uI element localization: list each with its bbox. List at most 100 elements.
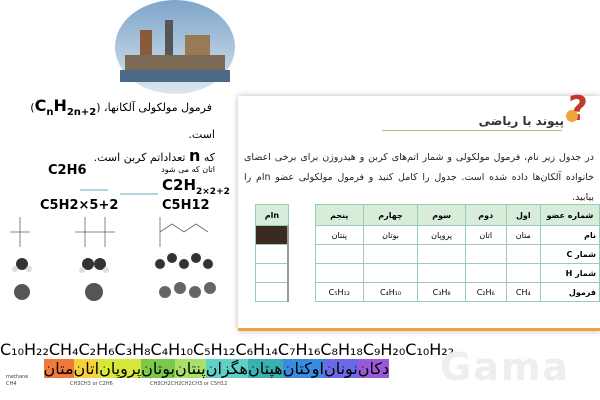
brace-column	[288, 204, 316, 226]
table-cell	[464, 263, 507, 283]
name-arrow: اوکتان	[282, 359, 324, 378]
formula-cell: C₂H₆	[78, 340, 115, 359]
alkane-table: شماره عضو اول دوم سوم چهارم پنجم nام نام متان اتا…	[255, 204, 600, 302]
table-cell: CH₄	[505, 282, 542, 302]
name-arrow: متان	[43, 359, 74, 378]
table-row: شمار C	[255, 244, 600, 264]
ethane-note: اتان که می شود	[161, 165, 215, 174]
header-cell: چهارم	[362, 204, 419, 226]
header-cell: سوم	[417, 204, 466, 226]
formula-cell: C₁₀H₂₂	[0, 340, 49, 359]
row-label: شمار H	[540, 263, 600, 283]
ethane-formula: C2H6	[48, 163, 87, 178]
content-panel: ? پیوند با ریاضی در جدول زیر نام، فرمول …	[238, 90, 600, 331]
brace-column	[287, 225, 316, 245]
formula-row: C₁₀H₂₂ CH₄ C₂H₆ C₃H₈ C₄H₁₀ C₅H₁₂ C₆H₁₄ C₇H₁₆ C₈H…	[0, 340, 454, 359]
caption-formula: CH3CH2CH2CH2CH3 or C5H12	[150, 381, 228, 387]
panel-title: پیوند با ریاضی	[478, 114, 564, 128]
oil-rig-photo	[115, 0, 235, 94]
table-cell: پنتان	[314, 225, 364, 245]
table-cell: C₂H₆	[464, 282, 507, 302]
row-label: نام	[540, 225, 600, 245]
formula-cell: CH₄	[48, 340, 79, 359]
pentane-formula: C5H12	[162, 198, 210, 213]
caption-name: methane	[6, 374, 29, 380]
ethane-general-base: C2H	[162, 176, 196, 194]
brace-column	[287, 263, 316, 283]
header-cell: شماره عضو	[540, 204, 600, 226]
line3b: تعداداتم کربن است.	[93, 151, 186, 164]
formula-cell: C₈H₁₈	[320, 340, 363, 359]
table-cell: اتان	[464, 225, 507, 245]
strip-lead	[0, 359, 44, 378]
header-cell: دوم	[464, 204, 507, 226]
table-cell	[314, 244, 364, 264]
intro-line: فرمول مولکولی آلکانها، (CnH2n+2)	[30, 96, 212, 118]
intro-text: فرمول مولکولی آلکانها، (	[96, 101, 212, 114]
question-icon: ?	[566, 90, 588, 129]
table-row: فرمول CH₄ C₂H₆ C₃H₈ C₄H₁₀ C₅H₁₂	[255, 282, 600, 302]
close-paren: )	[30, 101, 35, 114]
table-cell	[505, 263, 542, 283]
table-cell: پروپان	[417, 225, 466, 245]
table-cell: C₅H₁₂	[314, 282, 364, 302]
nth-cell	[255, 244, 289, 264]
name-row: متان اتان پروپان بوتان پنتان هگزان هپتان اوکتان…	[0, 359, 400, 378]
formula-cell: C₇H₁₆	[277, 340, 321, 359]
header-cell: nام	[255, 204, 289, 226]
table-cell	[362, 244, 419, 264]
ethane-general-sub: 2×2+2	[196, 187, 230, 197]
name-arrow: دکان	[357, 359, 390, 378]
molecule-models	[10, 217, 216, 301]
table-row: شمار H	[255, 263, 600, 283]
header-cell: اول	[505, 204, 542, 226]
table-cell	[314, 263, 364, 283]
formula-cell: C₉H₂₀	[362, 340, 406, 359]
caption-formula: CH4	[6, 381, 17, 387]
table-cell	[464, 244, 507, 264]
name-arrow: بوتان	[141, 359, 175, 378]
line3n: n	[188, 146, 201, 165]
header-cell: پنجم	[314, 204, 364, 226]
alkane-strip: C₁₀H₂₂ CH₄ C₂H₆ C₃H₈ C₄H₁₀ C₅H₁₂ C₆H₁₄ C₇H₁₆ C₈H…	[0, 340, 454, 380]
name-arrow: پروپان	[99, 359, 142, 378]
pentane-general: C5H2×5+2	[40, 198, 119, 213]
title-underline	[382, 130, 562, 131]
table-cell: C₄H₁₀	[362, 282, 419, 302]
line2: است.	[188, 128, 215, 141]
formula-sub: 2n+2	[66, 107, 97, 119]
table-cell	[362, 263, 419, 283]
table-cell	[417, 263, 466, 283]
formula-cell: C₆H₁₄	[235, 340, 278, 359]
nth-cell	[255, 225, 289, 245]
line3a: که	[203, 151, 215, 164]
table-row: نام متان اتان پروپان بوتان پنتان	[255, 225, 600, 245]
name-arrow: هگزان	[205, 359, 248, 378]
logo: Gama	[440, 345, 571, 389]
caption-formula: CH3CH3 or C2H6	[70, 381, 113, 387]
header-row: شماره عضو اول دوم سوم چهارم پنجم nام	[255, 204, 600, 226]
name-arrow: هپتان	[247, 359, 283, 378]
row-label: شمار C	[540, 244, 600, 264]
formula-n: n	[46, 107, 54, 119]
table-cell: بوتان	[362, 225, 419, 245]
table-cell	[417, 244, 466, 264]
name-arrow: نونان	[323, 359, 358, 378]
ethane-general: C2H2×2+2	[162, 176, 230, 197]
row-label: فرمول	[540, 282, 600, 302]
name-arrow: اتان	[73, 359, 100, 378]
table-cell	[505, 244, 542, 264]
table-cell: C₃H₈	[417, 282, 466, 302]
panel-text: در جدول زیر نام، فرمول مولکولی و شمار ات…	[244, 152, 594, 203]
arrows	[80, 189, 158, 195]
brace-column	[287, 244, 316, 264]
formula-cell: C₄H₁₀	[150, 340, 193, 359]
nth-cell	[255, 263, 289, 283]
formula-cell: C₅H₁₂	[193, 340, 236, 359]
formula-cell: C₃H₈	[114, 340, 151, 359]
table-cell: متان	[505, 225, 542, 245]
formula-h: H	[53, 96, 67, 115]
nth-cell	[255, 282, 289, 302]
brace-column	[287, 282, 316, 302]
